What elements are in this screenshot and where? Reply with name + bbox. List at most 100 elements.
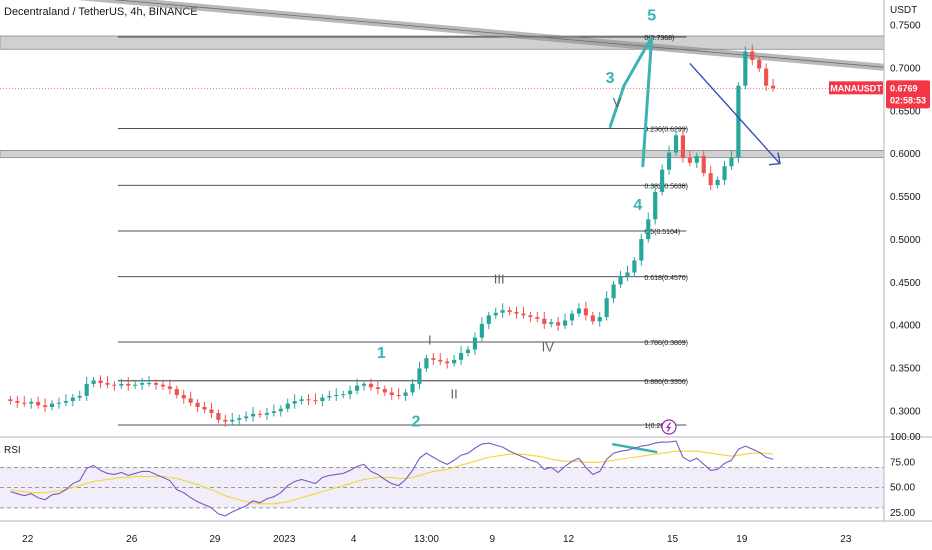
- price-tick-label: 0.4000: [890, 321, 921, 332]
- wave-sublabel-0: I: [428, 332, 432, 347]
- candle: [750, 51, 755, 60]
- candle: [56, 402, 62, 404]
- candle: [250, 413, 256, 417]
- time-tick-label: 15: [667, 534, 679, 545]
- candle: [611, 284, 616, 299]
- fib-label-7: 1(0.2840): [644, 423, 674, 430]
- candle: [708, 173, 713, 186]
- candle: [590, 315, 595, 322]
- rsi-ma-line: [10, 450, 774, 505]
- candle: [396, 395, 401, 397]
- wave-sublabel-4: V: [613, 95, 622, 110]
- fib-label-0: 0(0.7368): [644, 35, 674, 42]
- candle: [770, 85, 776, 89]
- candle: [334, 395, 339, 397]
- price-tag-symbol: MANAUSDT: [830, 83, 882, 93]
- wave-label-5: 5: [647, 8, 656, 25]
- candle: [306, 399, 311, 401]
- price-tick-label: 0.5500: [890, 192, 921, 203]
- candle: [417, 368, 422, 384]
- arrow-head: [768, 152, 781, 166]
- wave-4-5-path: [641, 36, 654, 168]
- candle: [77, 395, 82, 398]
- price-tick-label: 0.3000: [890, 406, 921, 417]
- candle: [569, 313, 575, 321]
- wave-label-2: 2: [412, 414, 421, 431]
- candle: [549, 322, 554, 324]
- fib-label-4: 0.618(0.4570): [644, 275, 688, 282]
- price-axis-unit: USDT: [890, 5, 917, 16]
- candle: [361, 383, 367, 386]
- candle: [403, 392, 408, 396]
- price-tag-symbol-bg: [829, 81, 883, 95]
- wave-sublabel-3: IV: [542, 339, 555, 354]
- candle: [618, 275, 623, 285]
- candle: [36, 401, 41, 406]
- candle: [479, 323, 484, 338]
- candle: [646, 219, 651, 240]
- candle: [112, 384, 117, 386]
- candlestick-series: [8, 44, 776, 427]
- candle: [160, 384, 166, 387]
- candle: [292, 401, 297, 404]
- candle: [49, 403, 55, 408]
- candle: [223, 419, 228, 422]
- candle: [195, 402, 200, 408]
- candle: [653, 191, 658, 220]
- candle: [209, 409, 214, 414]
- lightning-icon[interactable]: [661, 419, 677, 435]
- wave-label-3: 3: [606, 70, 615, 87]
- candle: [327, 395, 332, 398]
- candle: [410, 383, 415, 393]
- candle: [722, 166, 727, 180]
- lightning-icon-bolt: [665, 422, 672, 432]
- candle: [583, 308, 588, 316]
- price-tick-label: 0.7000: [890, 64, 921, 75]
- fib-label-5: 0.786(0.3809): [644, 340, 688, 347]
- projection-arrow: [689, 62, 781, 166]
- candle: [202, 407, 207, 410]
- price-tick-label: 0.3500: [890, 363, 921, 374]
- candle: [174, 389, 179, 396]
- fib-label-2: 0.382(0.5638): [644, 183, 688, 190]
- candle: [639, 239, 644, 261]
- candle: [375, 387, 380, 390]
- candle: [299, 399, 304, 402]
- candle: [320, 397, 325, 402]
- candle: [701, 155, 706, 174]
- candle: [278, 408, 283, 412]
- candle: [15, 401, 20, 403]
- candle: [8, 399, 13, 402]
- candle: [105, 383, 110, 385]
- candle: [119, 383, 124, 386]
- candle: [452, 359, 457, 364]
- price-tag-bg: [886, 80, 930, 109]
- rsi-line: [10, 440, 774, 517]
- candle: [514, 311, 519, 314]
- candle: [140, 383, 145, 385]
- candle: [244, 416, 249, 419]
- candle: [91, 380, 96, 384]
- candle: [354, 385, 360, 391]
- fib-label-3: 0.5(0.5104): [644, 229, 680, 236]
- candle: [486, 315, 491, 324]
- candle: [98, 380, 103, 384]
- candle: [535, 317, 540, 319]
- zone-1: [0, 149, 885, 159]
- candle: [528, 315, 533, 318]
- wave-sublabel-2: III: [494, 272, 505, 287]
- time-tick-label: 19: [736, 534, 748, 545]
- candle: [382, 389, 387, 393]
- candle: [562, 320, 568, 326]
- candle: [216, 413, 221, 420]
- candle: [146, 383, 152, 385]
- candle: [257, 413, 263, 415]
- candle: [715, 179, 720, 186]
- candle: [368, 383, 374, 388]
- candle: [126, 383, 131, 386]
- candle: [133, 384, 138, 386]
- candle: [597, 317, 602, 322]
